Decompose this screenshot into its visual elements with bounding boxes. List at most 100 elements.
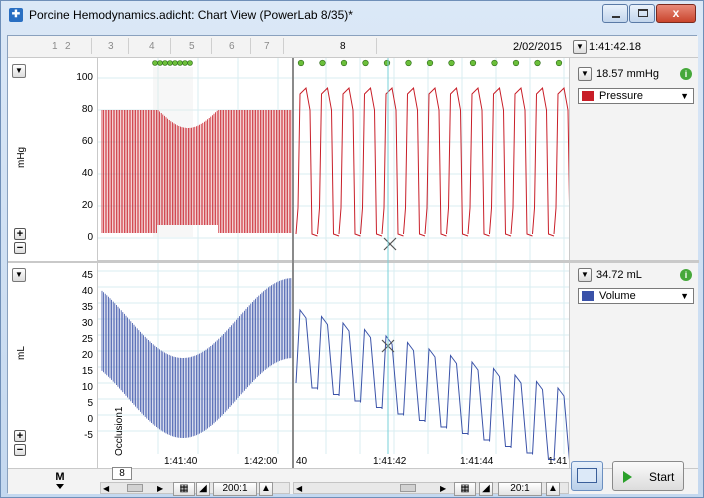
scroll-right-arrow[interactable]: ▶ <box>157 484 164 493</box>
trace-canvas[interactable]: Occlusion1 1:41:40 1:42:00 40 1:41:42 1:… <box>98 58 576 468</box>
scroll-left-arrow[interactable]: ◀ <box>296 484 303 493</box>
channel-1-menu-button[interactable]: ▼ <box>12 64 26 78</box>
play-icon <box>623 471 632 483</box>
time-format-dropdown[interactable]: ▼ <box>573 40 587 54</box>
block-divider <box>128 38 129 54</box>
block-label[interactable]: 3 <box>108 41 114 52</box>
chevron-down-icon: ▼ <box>680 91 689 101</box>
block-label[interactable]: 5 <box>189 41 195 52</box>
minimize-icon <box>612 16 620 18</box>
monitor-mode-button[interactable] <box>571 461 603 491</box>
event-marker-dot[interactable] <box>512 59 520 67</box>
comment-label[interactable]: Occlusion1 <box>114 406 125 456</box>
fit-page-button[interactable]: ▦ <box>454 482 476 496</box>
channel-1-name-select[interactable]: Pressure ▼ <box>578 88 694 104</box>
event-marker-dot[interactable] <box>182 60 188 66</box>
block-label[interactable]: 6 <box>229 41 235 52</box>
window-title: Porcine Hemodynamics.adicht: Chart View … <box>29 8 353 22</box>
channel-2-menu-button[interactable]: ▼ <box>12 268 26 282</box>
channel-2-readout-menu[interactable]: ▼ <box>578 268 592 282</box>
fit-page-icon: ▦ <box>460 483 470 494</box>
minus-icon: − <box>16 242 24 254</box>
channel-2-name-select[interactable]: Volume ▼ <box>578 288 694 304</box>
zoom-out-time-button[interactable]: ◢ <box>196 482 210 496</box>
channel-separator[interactable] <box>8 261 98 263</box>
y-tick: 0 <box>87 232 93 243</box>
info-icon[interactable]: i <box>680 269 692 281</box>
channel-axis-panel: ▼ mHg 100 80 60 40 20 0 + − ▼ mL 45 40 3… <box>8 58 98 468</box>
y-tick: 30 <box>81 318 93 329</box>
block-label[interactable]: 1 <box>52 41 58 52</box>
block-divider <box>170 38 171 54</box>
fit-page-icon: ▦ <box>179 483 189 494</box>
zoom-out-time-button[interactable]: ◢ <box>479 482 493 496</box>
color-swatch <box>582 91 594 101</box>
zoom-right-select[interactable]: 20:1 <box>498 482 542 496</box>
block-label-current[interactable]: 8 <box>340 41 346 52</box>
y-tick: 80 <box>81 104 93 115</box>
channel-1-readout-menu[interactable]: ▼ <box>578 67 592 81</box>
event-marker-dot[interactable] <box>167 60 173 66</box>
chevron-down-icon: ▼ <box>576 42 584 51</box>
event-marker-dot[interactable] <box>469 59 477 67</box>
right-scrollbar[interactable]: ◀ ▶ ▦ ◢ 20:1 ▲ <box>293 482 569 496</box>
bottom-toolbar: M 8 ◀ ▶ ▦ ◢ 200:1 ▲ ◀ ▶ ▦ ◢ 20:1 <box>8 467 698 496</box>
marker-arrow-icon <box>56 484 64 489</box>
minimize-button[interactable] <box>602 4 628 23</box>
event-marker-dot[interactable] <box>534 59 541 67</box>
event-marker-dot[interactable] <box>383 59 391 67</box>
block-label[interactable]: 2 <box>65 41 71 52</box>
block-divider <box>283 38 284 54</box>
block-bar: 1 2 3 4 5 6 7 8 2/02/2015 ▼ 1:41:42.18 <box>8 36 698 58</box>
channel-1-zoom-in-button[interactable]: + <box>14 228 26 240</box>
channel-1-zoom-out-button[interactable]: − <box>14 242 26 254</box>
scroll-right-arrow[interactable]: ▶ <box>440 484 447 493</box>
fit-page-button[interactable]: ▦ <box>173 482 195 496</box>
start-button[interactable]: Start <box>612 461 684 491</box>
event-marker-dot[interactable] <box>426 59 434 67</box>
zoom-in-time-button[interactable]: ▲ <box>546 482 560 496</box>
event-marker-dot[interactable] <box>157 60 163 66</box>
event-marker-dot[interactable] <box>152 60 158 66</box>
scroll-thumb[interactable] <box>127 484 143 492</box>
maximize-button[interactable] <box>629 4 655 23</box>
minus-icon: − <box>16 444 24 456</box>
event-marker-dot[interactable] <box>297 59 305 67</box>
block-label[interactable]: 7 <box>264 41 270 52</box>
event-marker-dot[interactable] <box>319 59 326 67</box>
block-divider <box>91 38 92 54</box>
block-divider <box>211 38 212 54</box>
channel-separator[interactable] <box>98 260 569 263</box>
marker-button[interactable]: M <box>52 471 68 491</box>
trace-area[interactable]: Occlusion1 1:41:40 1:42:00 40 1:41:42 1:… <box>98 58 576 468</box>
event-marker-dot[interactable] <box>405 59 412 67</box>
close-button[interactable]: x <box>656 4 696 23</box>
page-number: 8 <box>119 468 125 479</box>
event-marker-dot[interactable] <box>491 59 498 67</box>
scroll-thumb[interactable] <box>400 484 416 492</box>
marker-label: M <box>55 471 65 483</box>
scroll-left-arrow[interactable]: ◀ <box>103 484 110 493</box>
channel-separator[interactable] <box>570 260 699 263</box>
channel-1-name: Pressure <box>599 90 644 102</box>
event-marker-dot[interactable] <box>555 59 563 67</box>
left-scrollbar[interactable]: ◀ ▶ ▦ ◢ 200:1 ▲ <box>100 482 290 496</box>
zoom-left-select[interactable]: 200:1 <box>213 482 257 496</box>
event-marker-dot[interactable] <box>172 60 178 66</box>
zoom-in-time-button[interactable]: ▲ <box>259 482 273 496</box>
event-marker-dot[interactable] <box>162 60 168 66</box>
event-marker-dot[interactable] <box>362 59 369 67</box>
x-tick: 1:41:40 <box>164 456 198 467</box>
y-tick: 40 <box>81 286 93 297</box>
event-marker-dot[interactable] <box>448 59 455 67</box>
channel-2-zoom-in-button[interactable]: + <box>14 430 26 442</box>
maximize-icon <box>638 9 648 17</box>
page-number-box[interactable]: 8 <box>112 467 132 480</box>
event-marker-dot[interactable] <box>177 60 183 66</box>
block-label[interactable]: 4 <box>149 41 155 52</box>
event-marker-dot[interactable] <box>340 59 348 67</box>
event-marker-dot[interactable] <box>187 60 193 66</box>
info-icon[interactable]: i <box>680 68 692 80</box>
channel-2-zoom-out-button[interactable]: − <box>14 444 26 456</box>
